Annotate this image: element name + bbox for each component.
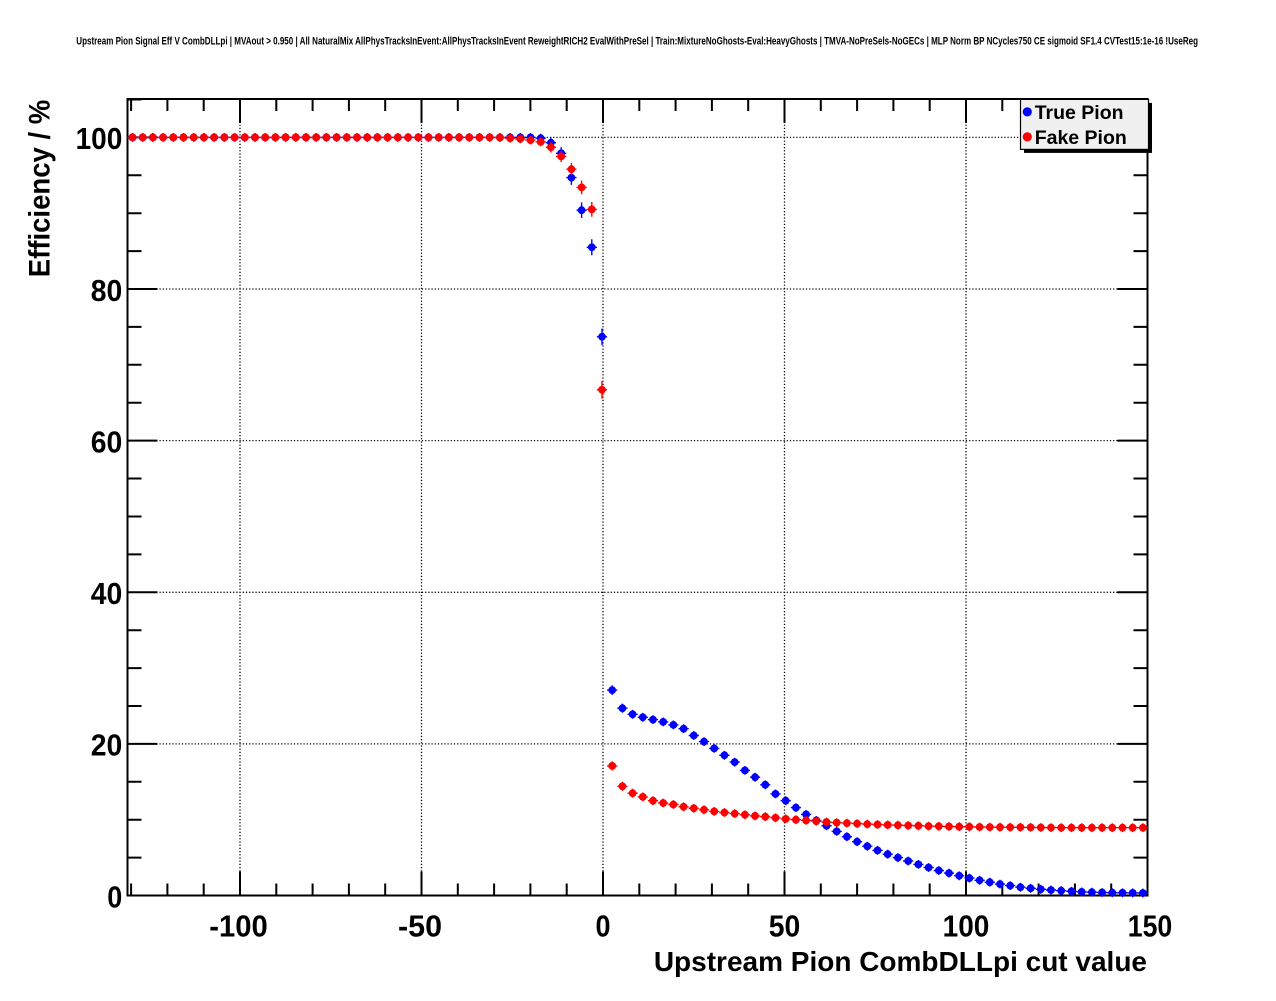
svg-text:100: 100 xyxy=(76,121,123,156)
svg-text:-50: -50 xyxy=(398,909,442,944)
svg-text:Fake Pion: Fake Pion xyxy=(1035,127,1127,149)
svg-text:True Pion: True Pion xyxy=(1035,102,1124,124)
svg-text:80: 80 xyxy=(91,273,123,308)
svg-text:Upstream Pion CombDLLpi cut va: Upstream Pion CombDLLpi cut value xyxy=(654,946,1147,977)
svg-text:40: 40 xyxy=(91,576,123,611)
svg-text:20: 20 xyxy=(91,728,123,763)
svg-text:Efficiency / %: Efficiency / % xyxy=(23,100,56,278)
svg-text:-100: -100 xyxy=(209,909,268,944)
svg-text:50: 50 xyxy=(769,909,801,944)
svg-text:0: 0 xyxy=(107,879,122,914)
svg-text:0: 0 xyxy=(596,909,611,944)
svg-text:60: 60 xyxy=(91,424,123,459)
svg-text:100: 100 xyxy=(943,909,990,944)
svg-text:Upstream Pion Signal Eff V Com: Upstream Pion Signal Eff V CombDLLpi | M… xyxy=(76,35,1198,47)
svg-text:150: 150 xyxy=(1128,909,1173,944)
